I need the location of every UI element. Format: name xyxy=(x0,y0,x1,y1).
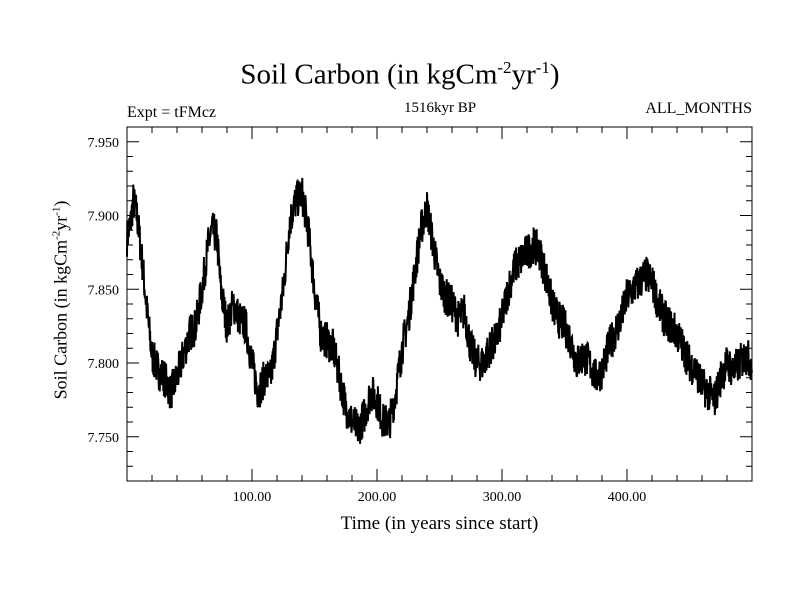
x-tick-label: 400.00 xyxy=(608,490,647,505)
months-label: ALL_MONTHS xyxy=(645,100,752,117)
x-tick-label: 300.00 xyxy=(483,490,522,505)
y-tick-label: 7.850 xyxy=(88,283,120,298)
series-line xyxy=(126,177,753,444)
y-tick-label: 7.900 xyxy=(88,210,120,225)
x-axis: 100.00 200.00 300.00 400.00 xyxy=(151,127,728,505)
x-tick-label: 100.00 xyxy=(233,490,272,505)
y-tick-label: 7.800 xyxy=(88,357,120,372)
y-tick-label: 7.950 xyxy=(88,136,120,151)
y-tick-label: 7.750 xyxy=(88,431,120,446)
x-axis-label: Time (in years since start) xyxy=(340,513,539,534)
period-label: 1516kyr BP xyxy=(403,100,477,116)
y-axis: 7.750 7.800 7.850 7.900 7.950 xyxy=(88,136,752,467)
y-axis-label: Soil Carbon (in kgCm-2yr-1) xyxy=(50,200,71,400)
experiment-label: Expt = tFMcz xyxy=(127,104,217,121)
chart-title: Soil Carbon (in kgCm-2yr-1) xyxy=(240,58,560,91)
x-tick-label: 200.00 xyxy=(358,490,397,505)
